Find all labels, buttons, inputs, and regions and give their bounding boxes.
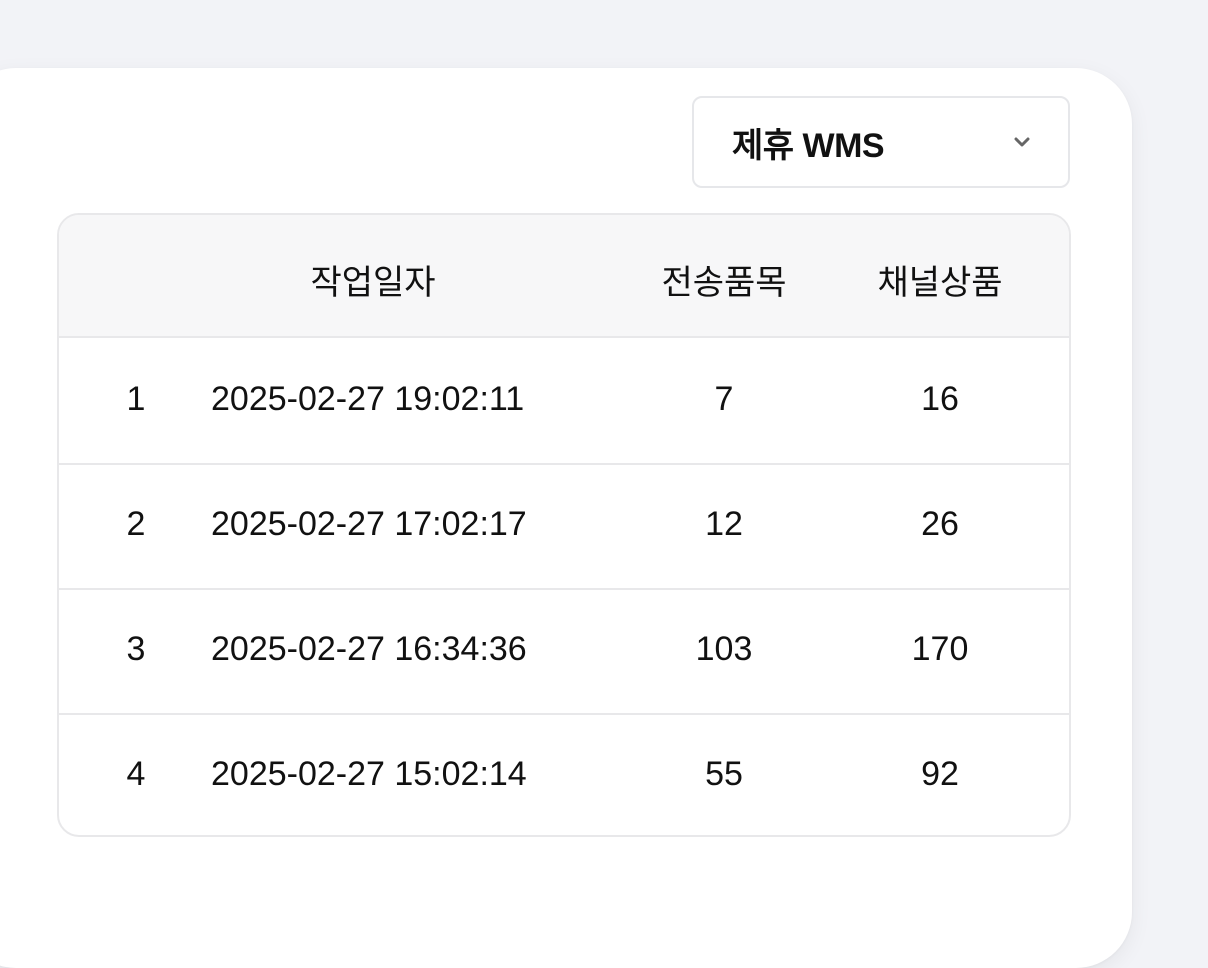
table-header: 작업일자 전송품목 채널상품 bbox=[59, 215, 1069, 338]
row-date: 2025-02-27 15:02:14 bbox=[211, 755, 527, 793]
row-channel-products: 92 bbox=[921, 755, 959, 793]
row-sent-items: 55 bbox=[705, 755, 743, 793]
table-row[interactable]: 2 2025-02-27 17:02:17 12 26 bbox=[59, 463, 1069, 590]
row-channel-products: 16 bbox=[921, 380, 959, 418]
row-date: 2025-02-27 19:02:11 bbox=[211, 380, 525, 418]
row-index: 4 bbox=[126, 755, 146, 793]
row-index: 1 bbox=[126, 380, 146, 418]
row-date: 2025-02-27 17:02:17 bbox=[211, 505, 527, 543]
header-sent-items: 전송품목 bbox=[661, 264, 787, 302]
row-channel-products: 26 bbox=[921, 505, 959, 543]
row-index: 2 bbox=[126, 505, 146, 543]
table-row[interactable]: 1 2025-02-27 19:02:11 7 16 bbox=[59, 338, 1069, 465]
table-row[interactable]: 3 2025-02-27 16:34:36 103 170 bbox=[59, 588, 1069, 715]
chevron-down-icon bbox=[1014, 137, 1030, 147]
row-index: 3 bbox=[126, 630, 146, 668]
wms-filter-selected: 제휴 WMS bbox=[732, 126, 885, 165]
table-row[interactable]: 4 2025-02-27 15:02:14 55 92 bbox=[59, 713, 1069, 835]
job-history-table: 작업일자 전송품목 채널상품 1 2025-02-27 19:02:11 7 1… bbox=[57, 213, 1071, 837]
row-channel-products: 170 bbox=[911, 630, 969, 668]
row-sent-items: 12 bbox=[705, 505, 743, 543]
header-date: 작업일자 bbox=[310, 264, 436, 302]
wms-filter-dropdown[interactable]: 제휴 WMS bbox=[692, 96, 1070, 188]
header-channel-products: 채널상품 bbox=[877, 264, 1003, 302]
row-date: 2025-02-27 16:34:36 bbox=[211, 630, 527, 668]
row-sent-items: 103 bbox=[695, 630, 753, 668]
row-sent-items: 7 bbox=[714, 380, 734, 418]
